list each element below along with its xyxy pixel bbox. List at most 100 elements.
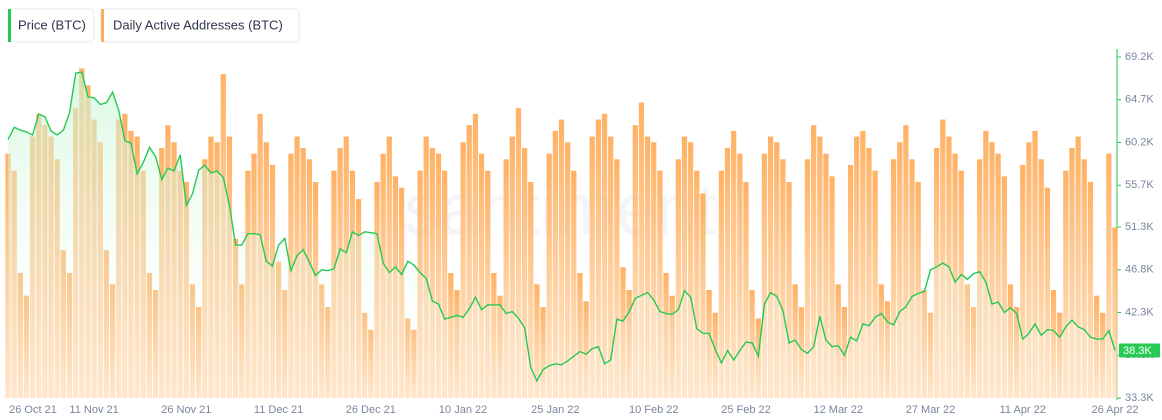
x-tick-label: 11 Nov 21 <box>69 404 118 416</box>
bar <box>767 136 774 399</box>
y-tick-label: 69.2K <box>1125 51 1154 63</box>
bar <box>1032 130 1038 398</box>
bar <box>694 170 700 398</box>
bar <box>614 159 620 398</box>
bar <box>571 170 577 398</box>
bar <box>786 182 792 398</box>
x-tick-label: 26 Dec 21 <box>346 404 396 416</box>
bar <box>675 159 681 398</box>
bar <box>595 119 602 399</box>
bar <box>804 159 811 398</box>
bar <box>1075 136 1081 399</box>
bar <box>1063 170 1069 398</box>
y-tick-label: 46.8K <box>1125 264 1154 276</box>
bar <box>540 307 546 398</box>
bar <box>866 147 872 398</box>
bar <box>897 142 903 398</box>
bar <box>761 153 768 398</box>
bar <box>472 113 479 398</box>
bar <box>983 130 989 398</box>
bar <box>909 159 915 398</box>
bar <box>823 153 829 398</box>
y-tick-label: 64.7K <box>1125 94 1154 106</box>
bar <box>718 170 725 398</box>
bar <box>503 159 509 398</box>
bar <box>829 176 835 398</box>
y-tick-label: 33.3K <box>1125 392 1154 404</box>
bar <box>847 164 854 398</box>
bar <box>854 136 860 399</box>
bar <box>485 170 491 398</box>
price-line <box>7 71 1116 383</box>
bar <box>644 136 651 399</box>
legend: Price (BTC) Daily Active Addresses (BTC) <box>7 8 300 43</box>
bar <box>989 142 995 398</box>
bar <box>651 142 657 398</box>
bar <box>872 170 878 398</box>
bar <box>774 142 780 398</box>
bar <box>608 136 614 399</box>
value-label: 38.3K <box>1123 345 1152 357</box>
x-tick-label: 25 Jan 22 <box>531 404 579 416</box>
bar <box>860 130 866 398</box>
bar <box>509 136 515 399</box>
bar <box>940 119 946 399</box>
bar <box>903 125 909 398</box>
bar <box>534 284 540 398</box>
bar <box>1044 187 1050 398</box>
bar <box>552 130 558 398</box>
bar <box>435 153 442 398</box>
bar <box>780 159 786 398</box>
bar <box>700 193 706 398</box>
legend-label: Price (BTC) <box>18 17 86 32</box>
bar <box>638 102 645 398</box>
bar <box>835 284 841 398</box>
legend-label: Daily Active Addresses (BTC) <box>113 17 283 32</box>
bar <box>632 125 638 398</box>
bar <box>1081 159 1087 398</box>
bar <box>577 272 583 398</box>
y-tick-label: 51.3K <box>1125 221 1154 233</box>
bar <box>952 153 958 398</box>
bar <box>743 182 749 398</box>
bar <box>1026 142 1032 398</box>
bar <box>1112 227 1118 398</box>
x-tick-label: 10 Feb 22 <box>629 404 679 416</box>
bar <box>841 307 848 398</box>
y-tick-label: 42.3K <box>1125 306 1154 318</box>
x-tick-label: 11 Apr 22 <box>1000 404 1046 416</box>
bar <box>558 119 565 399</box>
bar <box>915 182 921 398</box>
bar <box>657 170 663 398</box>
legend-swatch <box>8 9 11 42</box>
bar <box>995 153 1001 398</box>
bar <box>478 153 485 398</box>
bar <box>565 142 571 398</box>
x-tick-label: 26 Oct 21 <box>9 404 57 416</box>
bar <box>423 136 429 399</box>
bar <box>681 136 688 399</box>
bar <box>811 125 817 398</box>
bar <box>546 153 552 398</box>
bar <box>688 142 694 398</box>
price-area <box>8 72 1115 398</box>
bar <box>521 147 528 398</box>
x-tick-label: 12 Mar 22 <box>813 404 863 416</box>
bar <box>583 301 589 398</box>
bar <box>589 136 595 399</box>
bar <box>466 125 472 398</box>
bar <box>1106 153 1112 398</box>
bar <box>528 182 534 398</box>
value-badge <box>1119 343 1160 358</box>
x-tick-label: 26 Nov 21 <box>161 404 211 416</box>
bar <box>724 147 731 398</box>
legend-swatch <box>101 9 104 42</box>
bar <box>890 159 897 398</box>
y-tick-label: 55.7K <box>1125 179 1154 191</box>
bar <box>1087 182 1094 398</box>
bar <box>442 170 448 398</box>
bar <box>1038 159 1044 398</box>
bar <box>515 108 522 399</box>
x-tick-label: 11 Dec 21 <box>254 404 303 416</box>
